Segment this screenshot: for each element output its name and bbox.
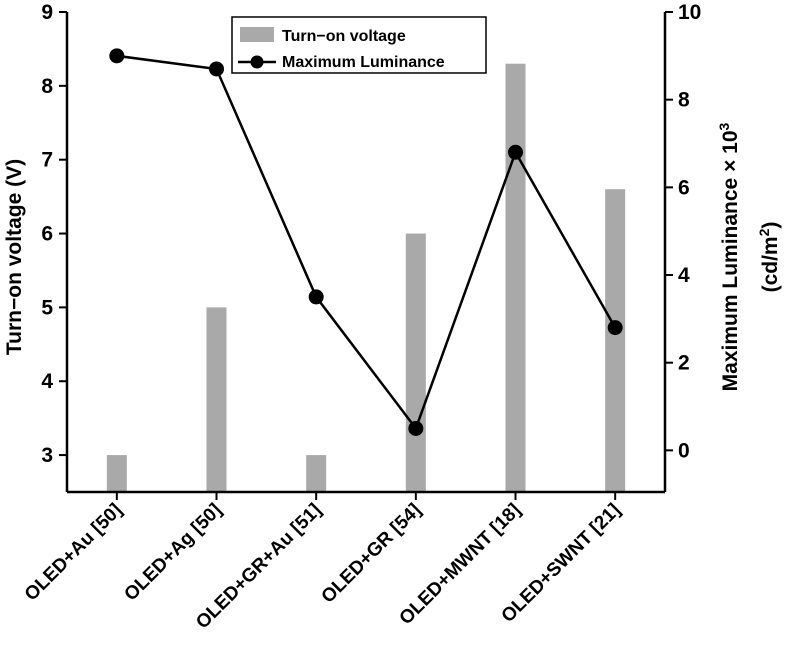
y-right-tick-label-3: 6 (678, 176, 690, 199)
y-right-tick-label-0: 0 (678, 439, 690, 462)
luminance-point-2 (308, 289, 324, 305)
bar-4 (505, 63, 526, 492)
y-right-tick-label-2: 4 (678, 264, 690, 287)
line-layer (109, 48, 623, 436)
y-left-tick-label-6: 9 (41, 1, 53, 24)
x-tick-label-3: OLED+GR [54] (318, 500, 426, 608)
y-right-title-line2-text: (cd/m (759, 236, 782, 292)
bar-3 (405, 233, 426, 493)
luminance-line (116, 54, 617, 432)
legend-label-luminance: Maximum Luminance (282, 54, 445, 71)
legend-marker (250, 55, 264, 69)
bar-1 (206, 307, 227, 492)
y-right-title-line1-text: Maximum Luminance × 10 (719, 130, 742, 391)
y-left-tick-label-5: 8 (41, 75, 53, 98)
luminance-point-4 (508, 144, 523, 160)
y-right-tick-label-4: 8 (678, 89, 690, 112)
y-right-tick-label-5: 10 (678, 1, 701, 24)
legend-label-voltage: Turn−on voltage (282, 28, 406, 45)
y-right-title-line2-sup: 2 (756, 228, 772, 236)
y-left-tick-label-2: 5 (41, 296, 53, 319)
x-tick-label-1: OLED+Ag [50] (120, 500, 226, 606)
y-right-tick-label-1: 2 (678, 352, 690, 375)
bars-layer (106, 63, 626, 493)
y-left-axis-title: Turn−on voltage (V) (3, 159, 26, 355)
y-left-tick-label-3: 6 (41, 223, 53, 246)
bar-0 (106, 455, 127, 492)
luminance-point-1 (209, 61, 224, 77)
luminance-point-5 (607, 320, 623, 336)
legend-bar-swatch (240, 27, 274, 42)
y-right-axis-title-line1: Maximum Luminance × 103 (716, 122, 742, 391)
luminance-point-0 (109, 48, 125, 64)
luminance-point-3 (408, 420, 424, 436)
y-left-tick-label-0: 3 (41, 444, 53, 467)
legend: Turn−on voltage Maximum Luminance (231, 16, 487, 74)
x-tick-label-0: OLED+Au [50] (21, 500, 127, 606)
y-right-title-line1-sup: 3 (716, 122, 732, 130)
ticks-layer: 3 4 5 6 7 8 9 0 2 4 6 8 10 OLED+Au [50]OLED+Ag [50] OL… (21, 1, 702, 633)
y-right-axis-title-line2: (cd/m2) (756, 222, 782, 293)
legend-box (231, 16, 487, 74)
y-left-tick-label-4: 7 (41, 149, 53, 172)
axes-layer (65, 12, 667, 494)
y-left-tick-label-1: 4 (41, 370, 53, 393)
y-right-title-line2-suffix: ) (759, 222, 782, 229)
bar-2 (306, 455, 327, 492)
bar-5 (605, 189, 626, 492)
